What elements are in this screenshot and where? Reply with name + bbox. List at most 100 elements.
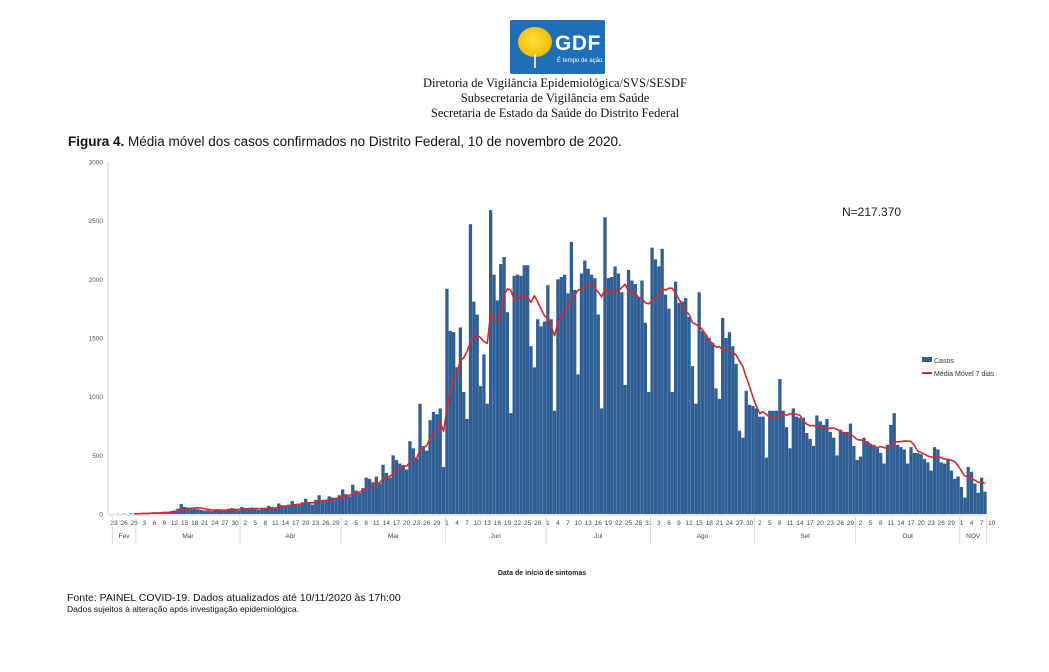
ipe-tree-icon xyxy=(518,27,552,57)
bar-casos xyxy=(253,509,257,514)
x-tick-label: 28 xyxy=(534,520,542,527)
bar-casos xyxy=(899,447,903,514)
x-tick-label: 29 xyxy=(847,520,855,527)
bar-casos xyxy=(542,321,547,514)
bar-casos xyxy=(936,449,940,514)
x-tick-label: 8 xyxy=(879,520,883,527)
bar-casos xyxy=(626,269,631,514)
bar-casos xyxy=(411,448,415,514)
bar-casos xyxy=(573,289,577,514)
bar-casos xyxy=(482,354,486,514)
bar-casos xyxy=(774,410,779,514)
bar-casos xyxy=(455,367,459,514)
bar-casos xyxy=(206,510,210,514)
bar-casos xyxy=(485,403,489,514)
bar-casos xyxy=(717,399,721,514)
bar-casos xyxy=(566,293,570,514)
bar-casos xyxy=(475,314,479,514)
bar-casos xyxy=(260,508,264,514)
x-tick-label: 13 xyxy=(484,520,492,527)
x-tick-label: 26 xyxy=(322,520,330,527)
bar-casos xyxy=(875,448,880,514)
bar-casos xyxy=(852,445,856,514)
x-tick-label: 8 xyxy=(778,520,782,527)
bar-casos xyxy=(478,386,483,514)
bar-casos xyxy=(579,273,584,514)
bar-casos xyxy=(916,452,920,514)
x-tick-label: 2 xyxy=(758,520,762,527)
bar-casos xyxy=(865,441,869,514)
x-tick-label: 14 xyxy=(282,520,290,527)
tree-trunk xyxy=(534,54,536,68)
bar-casos xyxy=(418,403,422,514)
bars-casos xyxy=(115,210,987,515)
bar-casos xyxy=(680,301,684,514)
x-tick-label: 8 xyxy=(264,520,268,527)
header-line-secretariat: Secretaria de Estado da Saúde do Distrit… xyxy=(430,106,680,120)
x-tick-label: 5 xyxy=(869,520,873,527)
bar-casos xyxy=(458,327,463,514)
bar-casos xyxy=(263,508,267,514)
bar-casos xyxy=(744,390,748,514)
x-tick-label: 30 xyxy=(746,520,754,527)
bar-casos xyxy=(532,367,537,514)
x-tick-label: 26 xyxy=(423,520,431,527)
logo-brand: GDF xyxy=(555,32,601,55)
bar-casos xyxy=(452,332,456,514)
x-tick-label: 12 xyxy=(685,520,693,527)
bar-casos xyxy=(653,259,658,514)
bar-casos xyxy=(781,410,785,514)
bar-casos xyxy=(677,302,681,514)
bar-casos xyxy=(623,384,627,514)
bar-casos xyxy=(552,410,557,514)
x-tick-label: 18 xyxy=(191,520,199,527)
figure-caption: Figura 4. Média móvel dos casos confirma… xyxy=(68,134,622,149)
bar-casos xyxy=(559,276,563,514)
bar-casos xyxy=(892,413,896,514)
bar-casos xyxy=(391,455,395,514)
x-tick-label: 7 xyxy=(980,520,984,527)
bar-casos xyxy=(448,330,452,514)
x-tick-label: 1 xyxy=(445,520,449,527)
bar-casos xyxy=(219,510,224,514)
bar-casos xyxy=(246,508,251,514)
bar-casos xyxy=(747,404,752,514)
bar-casos xyxy=(384,472,389,514)
bar-casos xyxy=(341,489,345,514)
x-tick-label: 23 xyxy=(928,520,936,527)
moving-average-line xyxy=(134,282,986,515)
x-tick-label: 4 xyxy=(970,520,974,527)
bar-casos xyxy=(347,496,352,514)
bar-casos xyxy=(525,265,530,514)
bar-casos xyxy=(610,276,614,514)
bar-casos xyxy=(808,438,812,514)
bar-casos xyxy=(616,273,621,514)
x-tick-label: 6 xyxy=(667,520,671,527)
bar-casos xyxy=(599,408,604,514)
bar-casos xyxy=(293,504,298,514)
bar-casos xyxy=(223,509,227,514)
bar-casos xyxy=(778,379,782,514)
bar-casos xyxy=(404,469,409,514)
bar-casos xyxy=(667,308,671,514)
y-tick-label: 1000 xyxy=(89,394,104,401)
x-tick-label: 11 xyxy=(787,520,794,527)
x-tick-label: 4 xyxy=(455,520,459,527)
x-tick-label: 23 xyxy=(312,520,320,527)
x-tick-label: 7 xyxy=(566,520,570,527)
bar-casos xyxy=(647,391,651,514)
x-axis-title: Data de início de sintomas xyxy=(498,570,586,577)
bar-casos xyxy=(576,374,580,514)
bar-casos xyxy=(909,447,913,514)
bar-casos xyxy=(378,483,382,514)
bar-casos xyxy=(684,298,688,514)
bar-casos xyxy=(922,458,927,514)
bar-casos xyxy=(690,366,695,514)
bar-casos xyxy=(828,431,832,514)
bar-casos xyxy=(821,424,826,514)
x-tick-label: 28 xyxy=(635,520,643,527)
bar-casos xyxy=(606,278,610,514)
bar-casos xyxy=(512,275,516,514)
x-tick-label: 19 xyxy=(504,520,512,527)
